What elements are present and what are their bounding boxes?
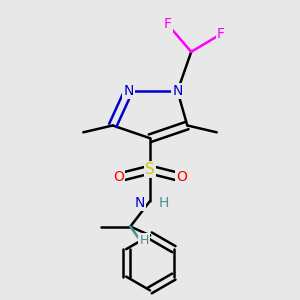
Text: F: F <box>164 17 172 32</box>
Text: N: N <box>172 84 183 98</box>
Text: S: S <box>145 162 155 177</box>
Text: H: H <box>159 196 169 210</box>
Text: N: N <box>135 196 146 210</box>
Text: O: O <box>176 170 187 184</box>
Text: N: N <box>123 84 134 98</box>
Text: F: F <box>217 27 225 41</box>
Text: O: O <box>113 170 124 184</box>
Text: H: H <box>140 234 149 247</box>
